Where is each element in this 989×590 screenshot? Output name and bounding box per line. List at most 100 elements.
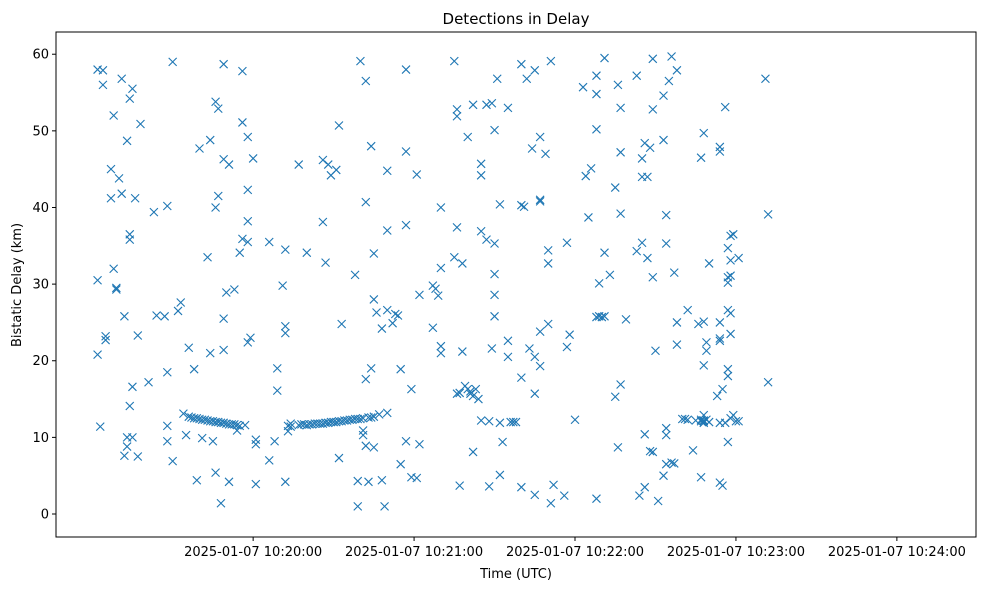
data-point-marker	[482, 100, 491, 110]
data-point-marker	[192, 475, 202, 485]
data-point-marker	[369, 249, 379, 258]
data-point-marker	[415, 439, 424, 449]
data-point-marker	[197, 433, 207, 443]
data-point-marker	[200, 415, 210, 425]
data-point-marker	[699, 360, 709, 370]
data-point-marker	[369, 295, 379, 304]
data-point-marker	[213, 191, 223, 201]
data-point-marker	[648, 54, 658, 64]
data-point-marker	[702, 346, 711, 356]
data-point-marker	[366, 141, 376, 151]
data-point-marker	[562, 238, 572, 248]
data-point-marker	[511, 417, 521, 427]
x-axis-label: Time (UTC)	[479, 567, 552, 582]
data-point-marker	[452, 111, 462, 121]
data-point-marker	[280, 321, 290, 331]
data-point-marker	[278, 281, 288, 291]
data-point-marker	[221, 288, 231, 297]
data-point-marker	[238, 66, 247, 76]
data-point-marker	[484, 416, 494, 426]
data-point-marker	[667, 52, 676, 61]
data-point-marker	[584, 213, 593, 222]
data-point-marker	[578, 82, 588, 92]
data-point-marker	[106, 193, 116, 203]
plot-frame	[55, 31, 977, 538]
data-point-marker	[390, 309, 400, 319]
data-point-marker	[519, 202, 529, 212]
data-point-marker	[763, 209, 773, 219]
data-point-marker	[616, 380, 625, 389]
y-axis-ticks: 0 10 20 30 40 50 60	[32, 48, 56, 523]
data-point-marker	[559, 491, 569, 501]
data-point-marker	[109, 111, 119, 120]
data-point-marker	[211, 97, 220, 107]
data-point-marker	[696, 416, 706, 426]
data-point-marker	[661, 239, 671, 248]
data-point-marker	[715, 336, 725, 346]
data-point-marker	[455, 388, 465, 398]
data-point-marker	[474, 394, 483, 404]
data-point-marker	[280, 477, 290, 487]
data-point-marker	[436, 203, 446, 212]
y-tick-label: 50	[32, 124, 49, 139]
data-point-marker	[516, 59, 526, 69]
data-point-marker	[734, 416, 744, 426]
data-point-marker	[125, 229, 135, 239]
data-point-marker	[726, 271, 735, 281]
data-point-marker	[484, 482, 494, 491]
x-tick-label: 2025-01-07 10:20:00	[184, 545, 322, 560]
data-point-marker	[672, 318, 682, 327]
data-point-marker	[109, 264, 119, 274]
data-point-marker	[95, 422, 105, 432]
data-point-marker	[211, 468, 220, 478]
data-point-marker	[723, 364, 733, 374]
data-point-marker	[600, 248, 609, 258]
data-point-marker	[356, 56, 365, 66]
data-point-marker	[535, 327, 545, 337]
data-point-marker	[694, 319, 703, 329]
data-point-marker	[93, 350, 102, 360]
data-point-marker	[704, 417, 714, 427]
data-point-marker	[471, 384, 481, 394]
data-point-marker	[189, 364, 199, 374]
data-point-marker	[525, 344, 534, 353]
data-point-marker	[407, 384, 416, 394]
y-tick-label: 0	[41, 508, 49, 523]
data-point-marker	[179, 409, 188, 419]
data-point-marker	[726, 231, 735, 241]
data-point-marker	[436, 348, 446, 358]
data-point-marker	[457, 347, 467, 356]
data-point-marker	[436, 341, 446, 351]
data-point-marker	[229, 419, 239, 429]
y-tick-label: 10	[32, 431, 49, 446]
data-point-marker	[286, 422, 296, 432]
data-point-marker	[162, 421, 172, 431]
data-point-marker	[535, 196, 545, 206]
data-point-marker	[516, 200, 526, 210]
data-point-marker	[723, 371, 733, 381]
data-point-marker	[546, 498, 556, 508]
data-point-marker	[468, 391, 478, 401]
data-point-marker	[592, 124, 601, 134]
data-point-marker	[436, 263, 446, 273]
data-point-marker	[377, 324, 387, 333]
data-point-marker	[128, 432, 137, 442]
data-point-marker	[130, 193, 140, 203]
data-point-marker	[144, 377, 153, 387]
data-point-marker	[149, 207, 159, 217]
data-point-marker	[482, 235, 491, 245]
data-point-marker	[487, 98, 497, 108]
data-point-marker	[541, 149, 550, 159]
data-point-marker	[111, 283, 121, 293]
data-point-marker	[661, 430, 671, 440]
data-point-marker	[152, 311, 161, 320]
data-point-marker	[466, 387, 475, 396]
data-point-marker	[162, 367, 172, 377]
data-point-marker	[723, 437, 733, 447]
data-point-marker	[353, 476, 363, 486]
data-point-marker	[195, 144, 204, 153]
data-point-marker	[361, 374, 371, 384]
data-point-marker	[168, 57, 178, 67]
data-point-marker	[715, 334, 725, 343]
